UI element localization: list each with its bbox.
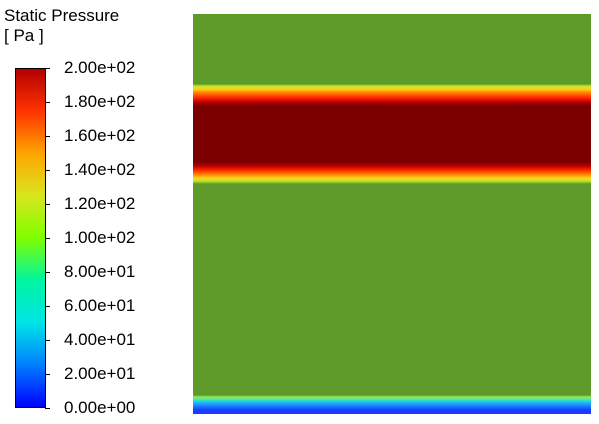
tick-label: 1.40e+02: [64, 160, 136, 179]
tick-mark: [45, 67, 50, 69]
tick-mark: [45, 407, 50, 409]
tick-mark: [45, 271, 50, 273]
color-scale-bar: [15, 68, 46, 408]
tick-mark: [45, 237, 50, 239]
legend-title-variable: Static Pressure: [4, 6, 120, 25]
tick-label: 8.00e+01: [64, 262, 136, 281]
pressure-contour-plot: [193, 14, 591, 414]
legend-title-unit: [ Pa ]: [4, 26, 44, 45]
tick-label: 1.20e+02: [64, 194, 136, 213]
tick-label: 1.80e+02: [64, 92, 136, 111]
tick-label: 4.00e+01: [64, 330, 136, 349]
tick-mark: [45, 305, 50, 307]
tick-mark: [45, 135, 50, 137]
color-scale-ticks: 2.00e+02 1.80e+02 1.60e+02 1.40e+02 1.20…: [45, 58, 165, 417]
tick-mark: [45, 339, 50, 341]
tick-mark: [45, 373, 50, 375]
tick-label: 2.00e+01: [64, 364, 136, 383]
legend-title: Static Pressure [ Pa ]: [4, 6, 119, 46]
tick-label: 1.60e+02: [64, 126, 136, 145]
tick-label: 1.00e+02: [64, 228, 136, 247]
tick-label: 6.00e+01: [64, 296, 136, 315]
tick-label: 2.00e+02: [64, 58, 136, 77]
tick-mark: [45, 203, 50, 205]
tick-label: 0.00e+00: [64, 398, 136, 417]
tick-mark: [45, 101, 50, 103]
tick-mark: [45, 169, 50, 171]
